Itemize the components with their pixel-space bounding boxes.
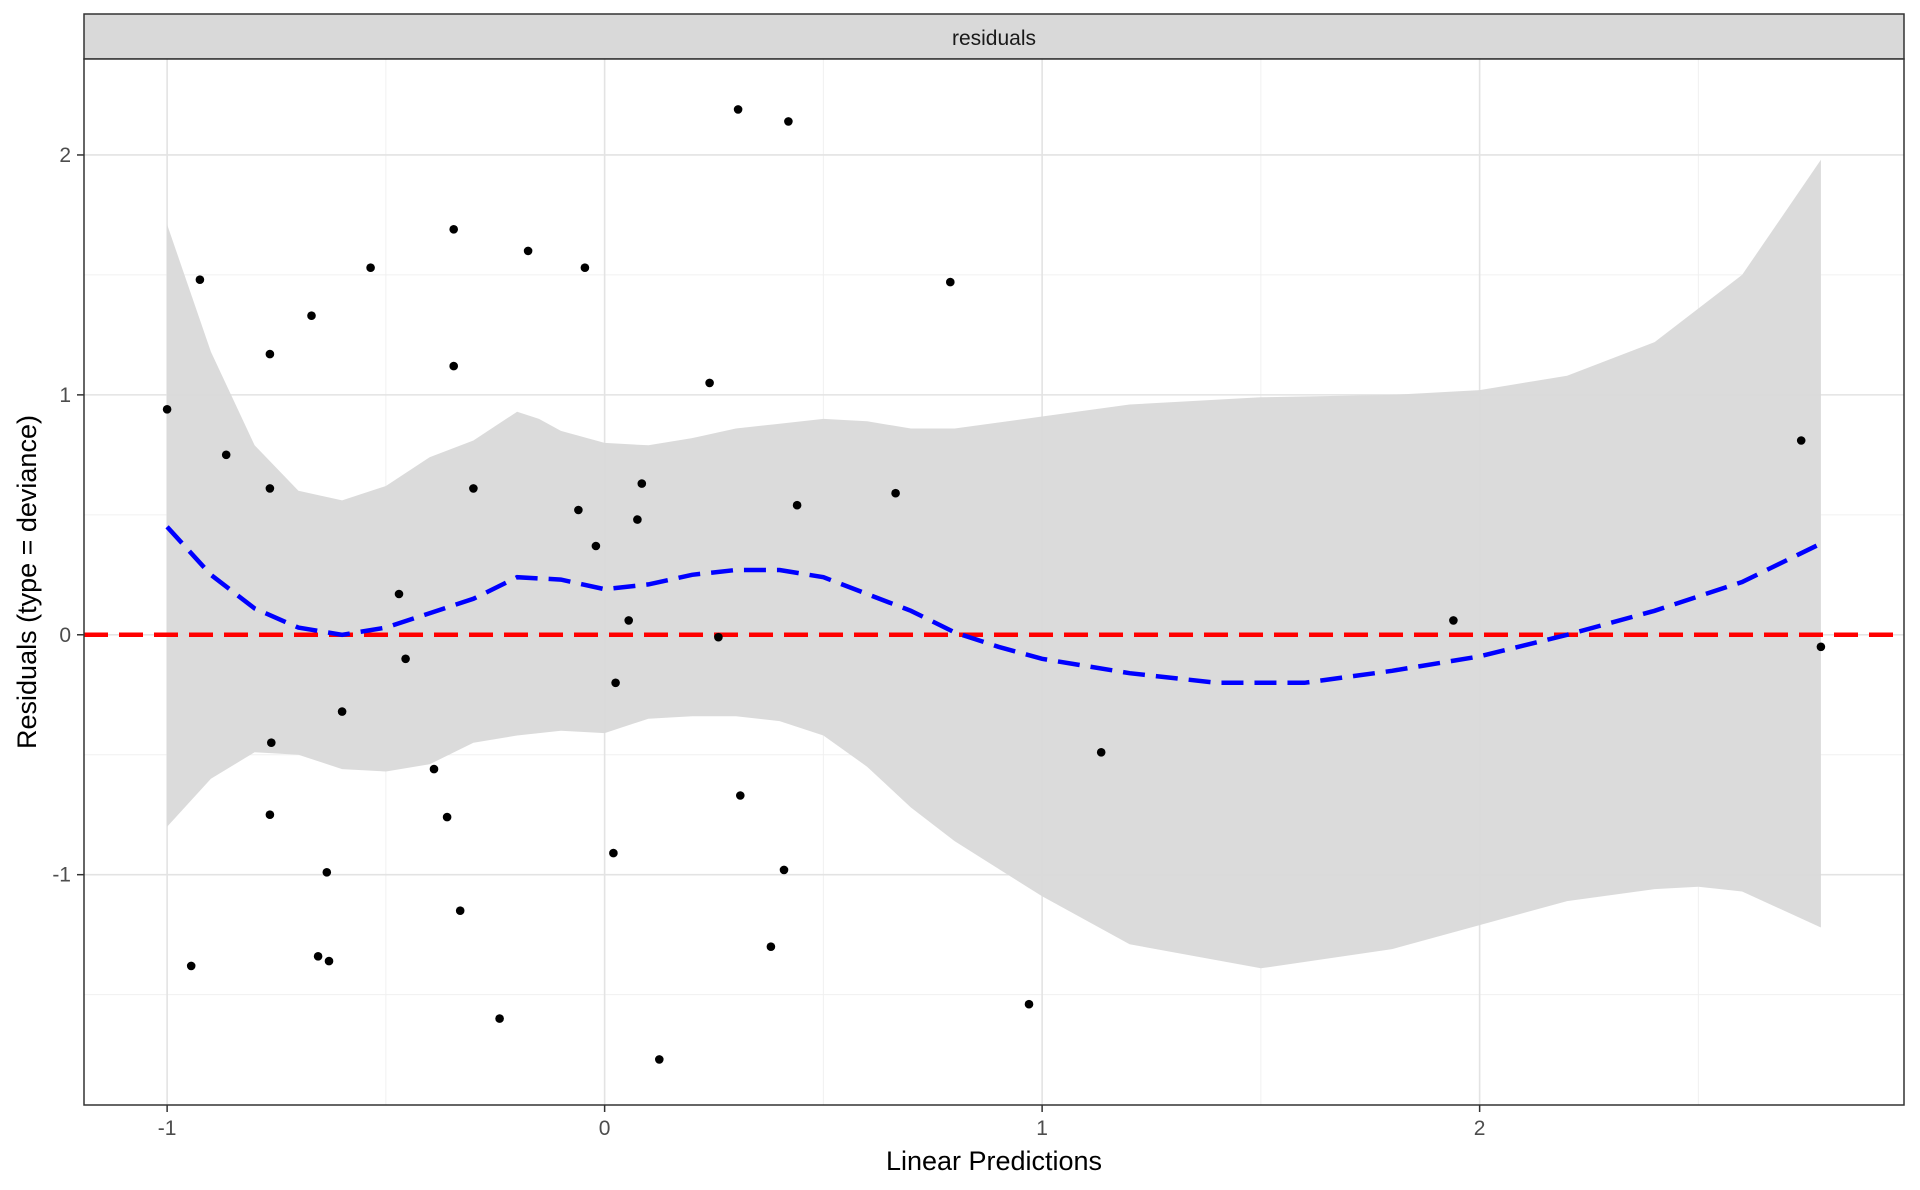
facet-strip [83,13,1905,60]
y-axis-title: Residuals (type = deviance) [12,415,42,749]
data-point [307,311,316,321]
data-point [736,791,745,800]
data-point [1024,999,1034,1009]
data-point [714,632,723,642]
data-point [891,488,900,498]
data-point [633,515,642,524]
data-point [624,616,633,625]
data-point [442,812,452,822]
confidence-band [167,159,1821,969]
data-point [733,105,743,114]
data-point [792,500,802,510]
data-point [337,707,347,716]
data-point [221,450,231,460]
data-point [705,378,714,388]
data-point [946,277,955,287]
data-point [265,484,275,493]
data-point [265,810,275,819]
data-point [322,868,332,877]
data-point [265,349,275,359]
data-point [637,479,647,488]
data-point [195,275,205,285]
panel-border [83,58,1905,1106]
data-point [455,906,465,915]
data-point [574,505,583,515]
data-point [655,1055,664,1064]
y-tick-label: 1 [59,384,71,407]
data-point [162,405,172,414]
data-point [1796,436,1806,445]
data-points [162,105,1826,1064]
data-point [449,225,459,234]
data-point [766,942,776,951]
facet-strip-label: residuals [952,27,1036,50]
data-point [449,361,459,371]
data-point [394,589,404,599]
data-point [1096,748,1106,757]
y-axis-ticks: -1 0 1 2 [52,144,84,887]
data-point [611,678,620,688]
data-point [267,738,276,747]
x-tick-label: 2 [1474,1117,1486,1140]
data-point [469,484,478,493]
data-point [495,1014,504,1023]
data-point [366,263,375,273]
data-point [401,654,410,664]
data-point [313,952,323,961]
x-axis-ticks: -1 0 1 2 [158,1105,1486,1140]
x-tick-label: -1 [158,1117,177,1140]
data-point [779,865,789,875]
y-tick-label: 0 [59,624,71,647]
data-point [1816,642,1826,652]
data-point [609,848,618,858]
y-tick-label: 2 [59,144,71,167]
data-point [784,117,793,126]
data-point [523,246,533,256]
data-point [429,764,439,774]
y-tick-label: -1 [52,864,71,887]
x-tick-label: 0 [599,1117,611,1140]
data-point [591,541,601,551]
x-tick-label: 1 [1036,1117,1048,1140]
data-point [580,263,590,273]
data-point [324,956,334,966]
data-point [1449,616,1458,625]
data-point [186,961,196,971]
x-axis-title: Linear Predictions [886,1146,1102,1176]
smooth-trend-line [165,525,1822,686]
